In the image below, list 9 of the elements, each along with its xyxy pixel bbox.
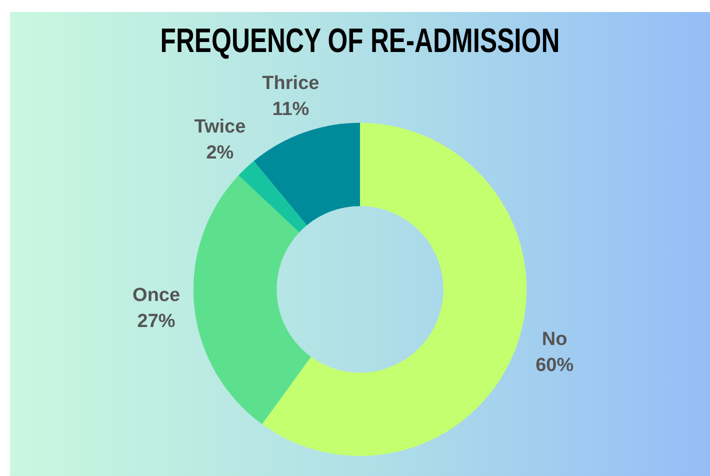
slice-label: No <box>542 328 568 350</box>
data-label: 2% <box>206 142 234 164</box>
slice-label: Once <box>132 284 180 306</box>
slice-label: Twice <box>194 116 246 138</box>
chart-title: FREQUENCY OF RE-ADMISSION <box>160 22 560 60</box>
data-label: 60% <box>536 354 574 376</box>
slice-label: Thrice <box>262 73 320 94</box>
data-label: 27% <box>137 310 176 332</box>
data-label: 11% <box>272 99 310 120</box>
